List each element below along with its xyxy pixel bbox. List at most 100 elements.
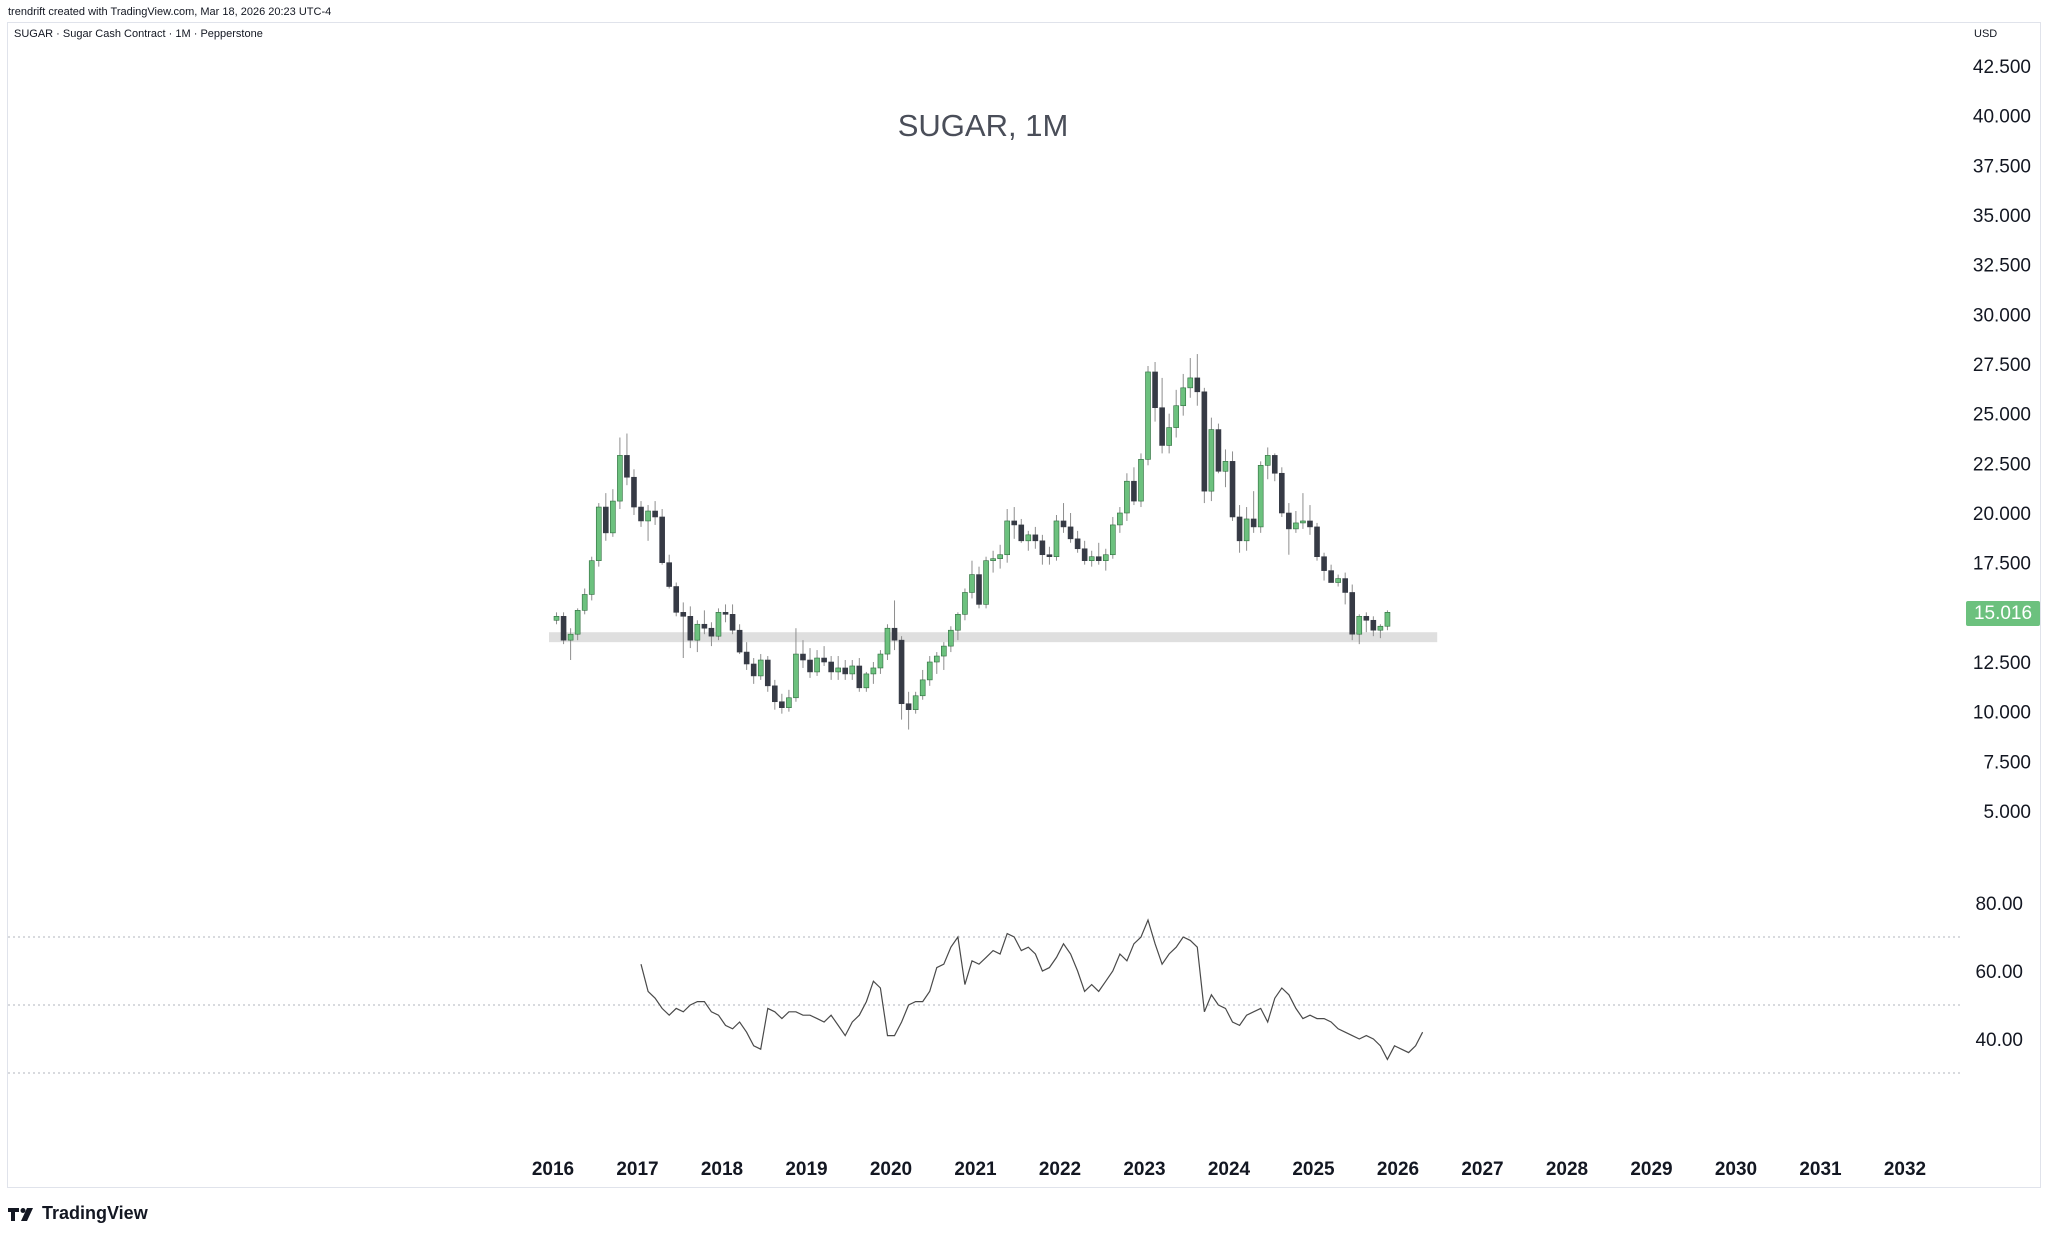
symbol-description[interactable]: SUGAR · Sugar Cash Contract · 1M · Peppe… [14,28,263,40]
candle[interactable] [1370,616,1377,637]
candle[interactable] [560,612,567,645]
candle[interactable] [1335,574,1341,587]
candle[interactable] [933,652,940,674]
candle[interactable] [1279,467,1285,517]
candle[interactable] [1271,453,1278,482]
candle[interactable] [941,642,947,670]
candle[interactable] [863,671,870,692]
candle[interactable] [553,612,560,625]
candle[interactable] [1328,564,1334,583]
candle[interactable] [1025,530,1032,551]
candle[interactable] [708,622,715,647]
candle[interactable] [1131,467,1137,506]
candle[interactable] [1166,413,1172,454]
candle[interactable] [1173,389,1179,438]
candle[interactable] [849,660,856,680]
candle[interactable] [1314,522,1320,561]
candle[interactable] [1236,505,1243,553]
candle[interactable] [1201,387,1208,504]
candle[interactable] [1187,358,1194,398]
candle[interactable] [610,489,616,537]
candle[interactable] [1046,546,1053,565]
candle[interactable] [842,660,849,680]
candle[interactable] [870,662,877,684]
candle[interactable] [631,469,637,515]
candle[interactable] [581,588,588,615]
candle[interactable] [955,612,961,641]
candle[interactable] [1243,507,1250,551]
candle[interactable] [750,658,757,684]
candle[interactable] [786,689,792,712]
candle[interactable] [715,608,722,641]
candle[interactable] [1180,373,1187,416]
candle[interactable] [1208,417,1215,502]
tradingview-logo[interactable]: TradingView [8,1203,148,1224]
candle[interactable] [687,606,694,649]
candle[interactable] [736,624,743,655]
candle[interactable] [891,600,898,651]
candle[interactable] [680,602,687,659]
candle[interactable] [645,505,651,541]
candle[interactable] [1384,610,1391,631]
candle[interactable] [926,656,933,686]
candle[interactable] [588,556,595,601]
candle[interactable] [1004,509,1010,563]
candle[interactable] [1011,507,1018,539]
candle[interactable] [1257,461,1264,533]
candle[interactable] [1067,513,1074,543]
candle[interactable] [764,656,771,692]
candle[interactable] [1377,624,1384,639]
candle[interactable] [814,650,820,676]
candle[interactable] [638,501,644,527]
candle[interactable] [603,493,609,541]
candle[interactable] [1152,362,1158,422]
candle[interactable] [659,509,665,565]
candle[interactable] [1264,447,1271,480]
candle[interactable] [1194,354,1201,406]
candle[interactable] [1074,530,1081,553]
candle[interactable] [617,437,623,510]
candle[interactable] [574,608,581,641]
candle[interactable] [1039,534,1046,565]
candle[interactable] [1293,511,1299,533]
candle[interactable] [701,610,708,635]
candle[interactable] [722,604,729,623]
candle[interactable] [919,669,926,700]
candle[interactable] [743,642,750,670]
candle[interactable] [990,550,996,573]
candle[interactable] [1138,453,1144,508]
candle[interactable] [1222,449,1229,488]
candle[interactable] [666,554,672,589]
candle[interactable] [1342,572,1348,605]
candle[interactable] [1321,552,1327,581]
candle[interactable] [800,640,806,668]
candle[interactable] [1102,548,1109,571]
candle[interactable] [757,654,764,680]
candle[interactable] [828,656,834,680]
candle[interactable] [948,626,954,653]
candle[interactable] [694,620,701,653]
candle[interactable] [1215,423,1222,474]
candle[interactable] [1110,516,1116,559]
candle[interactable] [905,691,912,730]
rsi-line[interactable] [640,918,1424,1061]
candle[interactable] [912,691,919,714]
candle[interactable] [624,433,630,486]
candle[interactable] [1088,550,1095,567]
candle[interactable] [567,628,574,661]
candle[interactable] [652,501,658,525]
candle[interactable] [877,650,884,674]
candle[interactable] [1060,503,1067,533]
candle[interactable] [1363,612,1370,633]
candle[interactable] [1250,491,1257,533]
candle[interactable] [884,624,891,661]
candle[interactable] [1124,473,1130,521]
candle[interactable] [1356,614,1363,645]
candle[interactable] [729,604,736,635]
candle[interactable] [1117,507,1123,533]
candle[interactable] [997,544,1003,569]
candle[interactable] [779,693,785,714]
candle[interactable] [595,503,602,567]
candle[interactable] [969,560,975,599]
